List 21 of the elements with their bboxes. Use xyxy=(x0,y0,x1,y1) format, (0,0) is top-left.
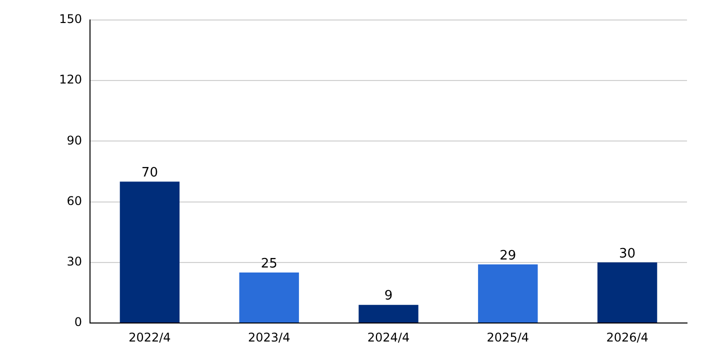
x-tick-label: 2026/4 xyxy=(606,330,648,344)
data-label: 25 xyxy=(260,256,278,272)
data-label: 9 xyxy=(384,288,393,304)
data-label: 29 xyxy=(500,248,516,264)
x-tick-label: 2024/4 xyxy=(367,330,410,344)
bar xyxy=(358,304,418,322)
bar xyxy=(478,264,538,322)
y-tick-label: 60 xyxy=(66,194,82,208)
bar xyxy=(597,262,658,322)
x-tick-label: 2023/4 xyxy=(248,330,290,344)
data-label: 30 xyxy=(619,246,636,262)
y-tick-label: 30 xyxy=(66,254,82,269)
y-tick-label: 120 xyxy=(59,72,82,87)
y-tick-label: 90 xyxy=(66,133,82,148)
y-tick-label: 0 xyxy=(74,315,82,330)
x-tick-label: 2022/4 xyxy=(128,330,171,344)
bar xyxy=(120,182,180,322)
x-tick-label: 2025/4 xyxy=(486,330,530,344)
y-tick-label: 150 xyxy=(59,12,82,26)
data-label: 70 xyxy=(141,165,158,180)
bar xyxy=(239,272,299,322)
